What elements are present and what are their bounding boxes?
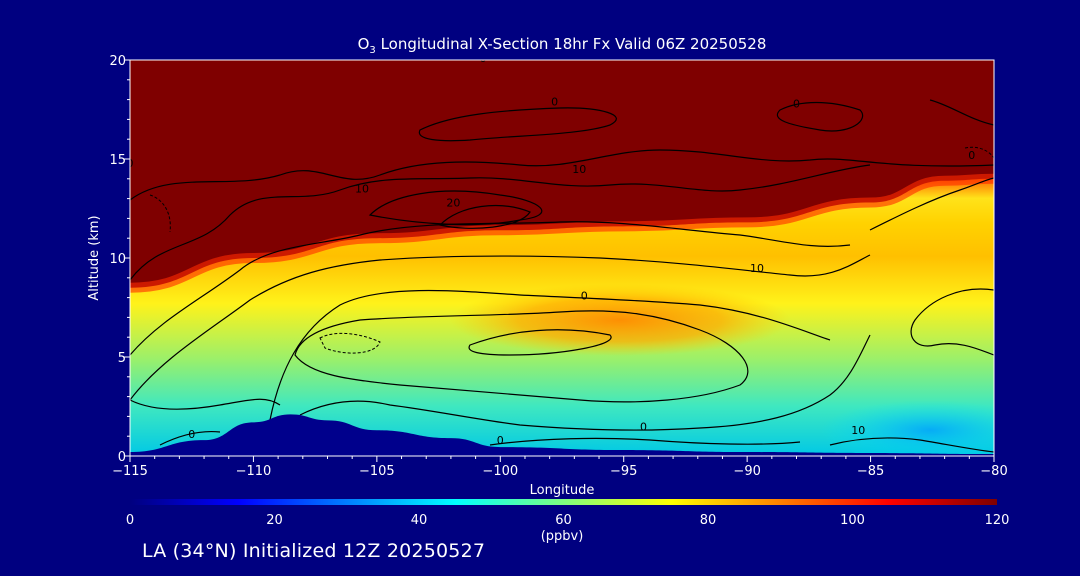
x-tick-label: −80 xyxy=(980,464,1007,479)
colorbar xyxy=(130,499,997,505)
x-axis-label: Longitude xyxy=(530,483,595,498)
y-tick-label: 15 xyxy=(109,153,126,168)
y-axis-label: Altitude (km) xyxy=(87,215,102,300)
colorbar-units: (ppbv) xyxy=(541,529,584,544)
initialization-footer: LA (34°N) Initialized 12Z 20250527 xyxy=(142,540,486,562)
colorbar-tick-label: 40 xyxy=(411,513,428,528)
low-ozone-region xyxy=(820,400,994,456)
terrain-fill xyxy=(130,414,994,456)
x-axis: −115 −110 −105 −100 −95 −90 −85 −80 xyxy=(112,456,1008,479)
x-tick-label: −105 xyxy=(359,464,395,479)
contour-label: 0 xyxy=(551,96,558,109)
contour-label: 0 xyxy=(188,428,195,441)
colorbar-tick-label: 60 xyxy=(555,513,572,528)
y-axis: 0 5 10 15 20 xyxy=(109,54,130,465)
contour-label: 0 xyxy=(968,149,975,162)
colorbar-tick-label: 20 xyxy=(266,513,283,528)
contour-lines xyxy=(130,99,994,453)
contour-label: 0 xyxy=(793,98,800,111)
x-tick-label: −115 xyxy=(112,464,148,479)
contour-label: 10 xyxy=(750,262,764,275)
x-tick-label: −95 xyxy=(610,464,637,479)
colorbar-tick-label: 0 xyxy=(126,513,134,528)
colorbar-tick-label: 100 xyxy=(840,513,865,528)
contour-label: 10 xyxy=(851,424,865,437)
contour-label: 10 xyxy=(572,163,586,176)
x-tick-label: −90 xyxy=(733,464,760,479)
tropopause-transition xyxy=(130,173,994,293)
colorbar-ticks: 0 20 40 60 80 100 120 xyxy=(126,513,1010,528)
ozone-peak-region xyxy=(450,284,790,356)
contour-label: 0 xyxy=(581,290,588,303)
x-tick-label: −110 xyxy=(236,464,272,479)
contour-labels: 0 0 0 0 0 10 10 20 10 0 0 0 0 10 xyxy=(127,52,975,447)
y-tick-label: 20 xyxy=(109,54,126,69)
contour-label: 0 xyxy=(640,420,647,433)
contour-label: 0 xyxy=(127,157,134,170)
y-tick-label: 5 xyxy=(118,351,126,366)
x-tick-label: −85 xyxy=(857,464,884,479)
y-tick-label: 10 xyxy=(109,252,126,267)
negative-contours xyxy=(149,146,994,354)
y-tick-label: 0 xyxy=(118,450,126,465)
x-tick-label: −100 xyxy=(482,464,518,479)
plot-area: 0 0 0 0 0 10 10 20 10 0 0 0 0 10 xyxy=(127,52,994,456)
contour-label: 20 xyxy=(446,197,460,210)
contour-label: 0 xyxy=(497,434,504,447)
colorbar-tick-label: 80 xyxy=(700,513,717,528)
chart-title: O3 Longitudinal X-Section 18hr Fx Valid … xyxy=(358,35,767,56)
contour-label: 10 xyxy=(355,183,369,196)
colorbar-tick-label: 120 xyxy=(985,513,1010,528)
contour-label: 0 xyxy=(480,52,487,65)
